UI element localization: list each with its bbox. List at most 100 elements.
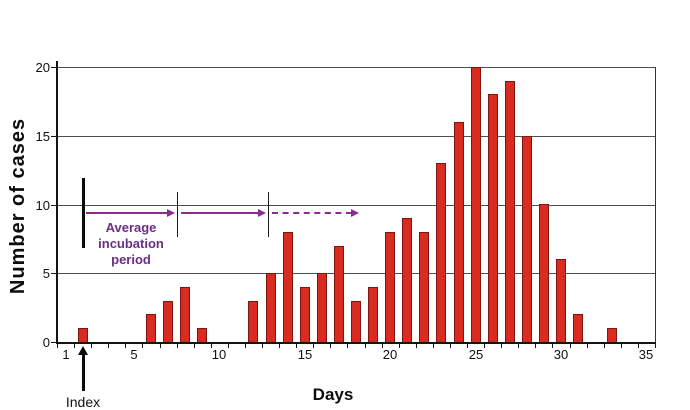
index-case-arrow xyxy=(82,354,85,391)
bar-day-29 xyxy=(539,204,549,342)
x-tick-29 xyxy=(552,344,553,348)
x-tick-15 xyxy=(313,344,314,348)
x-tick-32 xyxy=(604,344,605,348)
incubation-arrow-3-arrowhead-icon xyxy=(351,209,359,217)
incubation-label-line2: incubation xyxy=(98,236,164,251)
y-tick-label-5: 5 xyxy=(42,266,50,281)
bar-day-30 xyxy=(556,259,566,342)
x-tick-3 xyxy=(108,344,109,348)
x-tick-label-15: 15 xyxy=(297,347,313,362)
bar-day-13 xyxy=(266,273,276,342)
bar-day-20 xyxy=(385,232,395,342)
y-tick-5 xyxy=(51,273,56,274)
x-tick-11 xyxy=(245,344,246,348)
y-tick-20 xyxy=(51,67,56,68)
bar-day-28 xyxy=(522,136,532,342)
bar-day-19 xyxy=(368,287,378,342)
x-tick-6 xyxy=(160,344,161,348)
x-tick-31 xyxy=(587,344,588,348)
bar-day-9 xyxy=(197,328,207,342)
incubation-label-line1: Average xyxy=(105,220,157,235)
x-tick-5 xyxy=(142,344,143,348)
bar-day-18 xyxy=(351,301,361,342)
x-tick-26 xyxy=(501,344,502,348)
x-tick-24 xyxy=(467,344,468,348)
gridline-15 xyxy=(57,136,655,137)
y-tick-15 xyxy=(51,136,56,137)
incubation-arrow-2 xyxy=(181,212,259,214)
index-case-label: Index xyxy=(65,394,101,410)
x-tick-19 xyxy=(382,344,383,348)
x-tick-34 xyxy=(638,344,639,348)
bar-day-7 xyxy=(163,301,173,342)
y-tick-label-15: 15 xyxy=(35,129,50,144)
x-tick-label-25: 25 xyxy=(468,347,484,362)
x-tick-35 xyxy=(655,344,656,348)
x-tick-23 xyxy=(450,344,451,348)
incubation-arrow-2-arrowhead-icon xyxy=(258,209,266,217)
incubation-arrow-3 xyxy=(272,212,352,214)
gridline-10 xyxy=(57,205,655,206)
x-tick-30 xyxy=(570,344,571,348)
x-tick-1 xyxy=(74,344,75,348)
bar-day-16 xyxy=(317,273,327,342)
x-tick-17 xyxy=(347,344,348,348)
bar-day-14 xyxy=(283,232,293,342)
y-axis-line xyxy=(56,61,58,343)
x-tick-0 xyxy=(57,344,58,348)
bar-day-23 xyxy=(436,163,446,342)
x-axis-title: Days xyxy=(312,385,354,404)
x-axis-line xyxy=(56,342,656,344)
x-tick-18 xyxy=(365,344,366,348)
x-tick-22 xyxy=(433,344,434,348)
y-tick-label-0: 0 xyxy=(42,335,50,350)
bar-day-31 xyxy=(573,314,583,342)
x-tick-label-1: 1 xyxy=(62,347,70,362)
x-tick-7 xyxy=(177,344,178,348)
bar-day-25 xyxy=(471,67,481,342)
bar-day-22 xyxy=(419,232,429,342)
bar-day-6 xyxy=(146,314,156,342)
x-tick-9 xyxy=(211,344,212,348)
y-tick-10 xyxy=(51,205,56,206)
bar-day-21 xyxy=(402,218,412,342)
y-tick-label-10: 10 xyxy=(35,198,50,213)
x-tick-label-20: 20 xyxy=(382,347,398,362)
x-tick-4 xyxy=(125,344,126,348)
incubation-marker-1 xyxy=(177,192,178,237)
x-tick-33 xyxy=(621,344,622,348)
x-tick-27 xyxy=(518,344,519,348)
y-tick-0 xyxy=(51,342,56,343)
bar-day-26 xyxy=(488,94,498,342)
incubation-period-label: Average incubation period xyxy=(84,220,178,268)
incubation-arrow-1-arrowhead-icon xyxy=(167,209,175,217)
incubation-label-line3: period xyxy=(111,252,151,267)
x-tick-2 xyxy=(91,344,92,348)
gridline-5 xyxy=(57,273,655,274)
x-tick-16 xyxy=(330,344,331,348)
x-tick-label-10: 10 xyxy=(211,347,227,362)
x-tick-12 xyxy=(262,344,263,348)
x-tick-13 xyxy=(279,344,280,348)
x-tick-10 xyxy=(228,344,229,348)
gridline-20 xyxy=(57,67,655,68)
bar-day-2 xyxy=(78,328,88,342)
bar-day-17 xyxy=(334,246,344,342)
x-tick-20 xyxy=(399,344,400,348)
x-tick-8 xyxy=(194,344,195,348)
y-tick-label-20: 20 xyxy=(35,60,50,75)
x-tick-label-30: 30 xyxy=(553,347,569,362)
incubation-start-bracket xyxy=(82,178,85,248)
plot-right-border xyxy=(655,67,656,342)
x-tick-14 xyxy=(296,344,297,348)
x-tick-label-5: 5 xyxy=(130,347,138,362)
index-case-arrowhead-icon xyxy=(78,346,88,355)
x-tick-25 xyxy=(484,344,485,348)
bar-day-12 xyxy=(248,301,258,342)
bar-day-27 xyxy=(505,81,515,342)
incubation-arrow-1 xyxy=(86,212,168,214)
x-tick-28 xyxy=(535,344,536,348)
x-tick-label-35: 35 xyxy=(638,347,654,362)
bar-day-8 xyxy=(180,287,190,342)
